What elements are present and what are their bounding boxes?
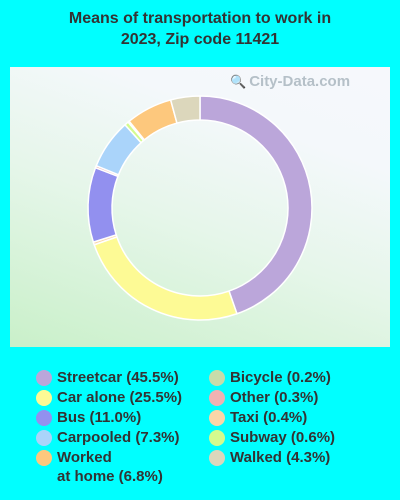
magnifier-icon: 🔍	[230, 74, 247, 89]
watermark-text: City-Data.com	[249, 73, 351, 90]
watermark: 🔍 City-Data.com	[230, 73, 350, 90]
slice-streetcar	[199, 95, 313, 315]
slice-bus	[87, 166, 119, 244]
slice-walked	[169, 95, 201, 124]
chart-title: Means of transportation to work in 2023,…	[0, 8, 400, 50]
chart-title-line1: Means of transportation to work in	[68, 10, 332, 27]
slice-car-alone	[93, 235, 238, 321]
chart-title-line2: 2023, Zip code 11421	[120, 31, 280, 48]
